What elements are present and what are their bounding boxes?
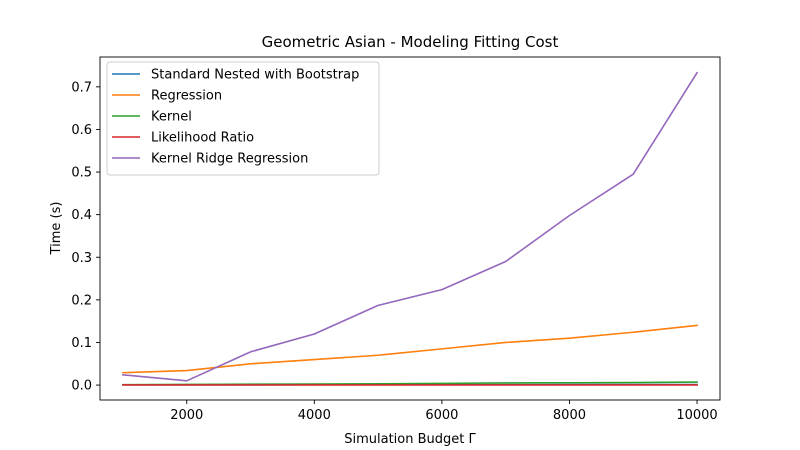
legend-entry-1: Regression	[151, 89, 222, 104]
legend-entry-0: Standard Nested with Bootstrap	[151, 68, 359, 83]
x-tick-label: 6000	[425, 408, 458, 423]
legend: Standard Nested with Bootstrap Regression…	[106, 61, 380, 176]
plot-frame	[99, 56, 721, 401]
plot-area	[99, 56, 721, 401]
y-tick-label: 0.7	[71, 80, 92, 95]
x-tick-label: 4000	[298, 408, 331, 423]
series-line-1	[122, 324, 698, 374]
y-tick-label: 0.4	[71, 208, 92, 223]
series-line-4	[122, 71, 699, 382]
x-tick-label: 10000	[676, 408, 717, 423]
y-tick-label: 0.0	[71, 379, 92, 394]
legend-entry-3: Likelihood Ratio	[151, 131, 254, 146]
legend-entry-4: Kernel Ridge Regression	[151, 152, 308, 167]
y-tick-label: 0.1	[71, 336, 92, 351]
x-tick-label: 2000	[170, 408, 203, 423]
x-axis-label: Simulation Budget Γ	[344, 432, 476, 447]
y-tick-label: 0.6	[71, 123, 92, 138]
y-axis: 0.0 0.1 0.2 0.3 0.4 0.5 0.6 0.7	[71, 80, 100, 394]
y-tick-label: 0.2	[71, 293, 92, 308]
x-axis: 2000 4000 6000 8000 10000	[170, 400, 718, 423]
legend-box	[106, 61, 380, 176]
x-tick-label: 8000	[553, 408, 586, 423]
chart-title: Geometric Asian - Modeling Fitting Cost	[262, 33, 559, 51]
y-tick-label: 0.5	[71, 166, 92, 181]
legend-entry-2: Kernel	[151, 110, 192, 125]
y-axis-label: Time (s)	[49, 202, 64, 256]
y-tick-label: 0.3	[71, 251, 92, 266]
